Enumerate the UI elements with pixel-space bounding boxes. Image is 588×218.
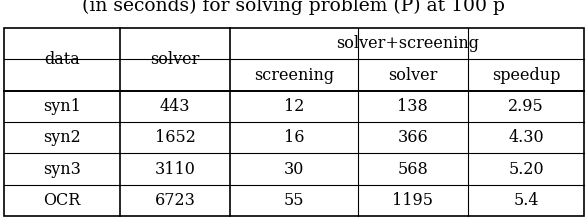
Text: screening: screening bbox=[254, 66, 334, 83]
Text: 1195: 1195 bbox=[392, 192, 433, 209]
Text: solver: solver bbox=[151, 51, 200, 68]
Text: 30: 30 bbox=[284, 160, 304, 177]
Text: 55: 55 bbox=[284, 192, 304, 209]
Text: data: data bbox=[44, 51, 80, 68]
Text: 568: 568 bbox=[397, 160, 428, 177]
Text: 6723: 6723 bbox=[155, 192, 196, 209]
Text: syn1: syn1 bbox=[43, 98, 81, 115]
Text: 366: 366 bbox=[397, 129, 428, 146]
Text: solver+screening: solver+screening bbox=[336, 35, 479, 52]
Text: 12: 12 bbox=[284, 98, 304, 115]
Text: syn3: syn3 bbox=[43, 160, 81, 177]
Text: 443: 443 bbox=[160, 98, 191, 115]
Text: OCR: OCR bbox=[44, 192, 81, 209]
Bar bbox=[4, 28, 584, 216]
Text: 4.30: 4.30 bbox=[508, 129, 544, 146]
Text: 5.20: 5.20 bbox=[508, 160, 544, 177]
Text: 3110: 3110 bbox=[155, 160, 196, 177]
Text: solver: solver bbox=[388, 66, 437, 83]
Text: 16: 16 bbox=[284, 129, 304, 146]
Text: 1652: 1652 bbox=[155, 129, 196, 146]
Text: 2.95: 2.95 bbox=[508, 98, 544, 115]
Text: speedup: speedup bbox=[492, 66, 560, 83]
Text: (in seconds) for solving problem (P) at 100 p: (in seconds) for solving problem (P) at … bbox=[82, 0, 506, 15]
Text: 5.4: 5.4 bbox=[513, 192, 539, 209]
Text: syn2: syn2 bbox=[43, 129, 81, 146]
Text: 138: 138 bbox=[397, 98, 428, 115]
